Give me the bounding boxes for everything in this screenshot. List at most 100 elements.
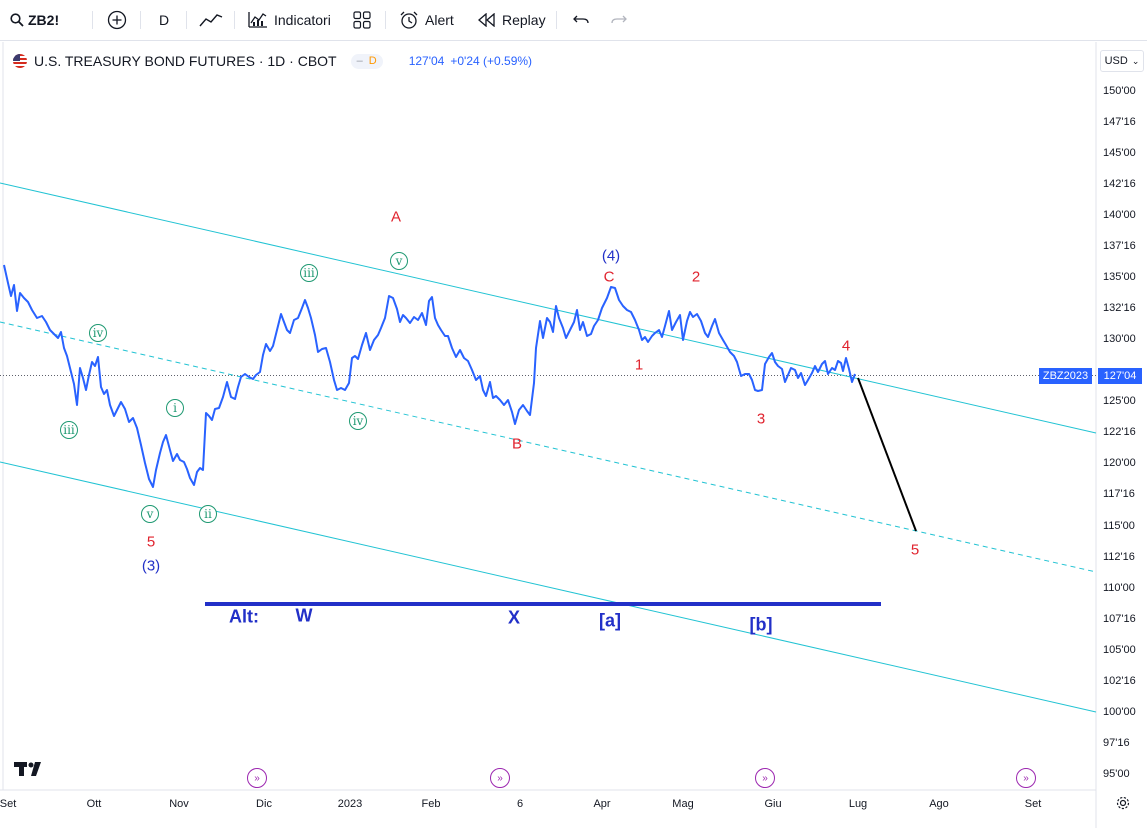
toolbar-divider [140, 11, 141, 29]
interval-button[interactable]: D [159, 0, 169, 40]
compare-button[interactable] [107, 0, 127, 40]
wave-label-B: B [511, 435, 523, 453]
price-axis-label: 97'16 [1103, 737, 1130, 749]
wave-circle-iii-top: iii [300, 264, 318, 282]
price-axis-label: 135'00 [1103, 271, 1136, 283]
wave-label-5-left: 5 [146, 533, 156, 551]
wave-circle-i: i [166, 399, 184, 417]
chart-legend: U.S. TREASURY BOND FUTURES · 1D · CBOT –… [12, 51, 532, 71]
price-axis-label: 132'16 [1103, 302, 1136, 314]
wave-circle-v-low: v [141, 505, 159, 523]
rewind-icon [478, 13, 495, 27]
wave-circle-iv-left: iv [89, 324, 107, 342]
plus-circle-icon [107, 10, 127, 30]
gear-icon[interactable] [1116, 796, 1130, 810]
wave-circle-iv-mid: iv [349, 412, 367, 430]
price-axis-label: 150'00 [1103, 85, 1136, 97]
wave-label-4: 4 [841, 337, 851, 355]
price-axis-label: 100'00 [1103, 706, 1136, 718]
time-axis-label: Lug [848, 798, 868, 810]
current-price-tag: 127'04 [1098, 368, 1142, 384]
wave-label-2: 2 [691, 268, 701, 286]
redo-button[interactable] [610, 0, 628, 40]
price-axis-label: 125'00 [1103, 395, 1136, 407]
indicators-button[interactable]: Indicatori [248, 0, 331, 40]
us-flag-icon [13, 54, 27, 68]
replay-label: Replay [502, 12, 546, 28]
time-axis-label: Set [1024, 798, 1042, 810]
symbol-label: ZB2! [28, 12, 60, 28]
alarm-clock-icon [400, 11, 418, 29]
price-axis-label: 102'16 [1103, 675, 1136, 687]
top-toolbar: ZB2! D Indicatori Alert Replay [0, 0, 1147, 41]
toolbar-divider [92, 11, 93, 29]
chart-canvas[interactable] [0, 42, 1147, 828]
alt-label-b: [b] [749, 614, 773, 635]
wave-label-A: A [390, 208, 402, 226]
undo-icon [573, 15, 589, 24]
interval-label: D [159, 12, 170, 28]
chevron-down-icon: ⌄ [1131, 55, 1140, 66]
wave-label-C: C [603, 268, 615, 286]
line-chart-icon [199, 14, 223, 27]
wave-label-3-paren: (3) [141, 557, 161, 575]
symbol-price-tag: ZBZ2023 [1039, 368, 1092, 384]
alert-button[interactable]: Alert [399, 0, 454, 40]
delayed-badge-label: D [368, 55, 377, 67]
price-line [3, 264, 856, 488]
alt-label-X: X [507, 607, 521, 628]
wave-circle-iii-left: iii [60, 421, 78, 439]
tradingview-logo[interactable] [14, 760, 46, 778]
wave-label-1: 1 [634, 356, 644, 374]
event-marker[interactable]: » [1016, 768, 1036, 788]
layouts-button[interactable] [353, 0, 371, 40]
event-marker[interactable]: » [755, 768, 775, 788]
redo-icon [611, 15, 627, 24]
currency-selector[interactable]: USD ⌄ [1100, 50, 1144, 72]
price-axis-label: 142'16 [1103, 178, 1136, 190]
price-tag-symbol: ZBZ2023 [1042, 370, 1089, 382]
grid-icon [353, 11, 371, 29]
wave-label-3: 3 [756, 410, 766, 428]
dash-icon: – [356, 55, 363, 67]
time-axis-label: Dic [256, 798, 272, 810]
legend-change: +0'24 (+0.59%) [450, 54, 533, 68]
toolbar-divider [186, 11, 187, 29]
time-axis-label: Mag [672, 798, 694, 810]
event-marker[interactable]: » [490, 768, 510, 788]
symbol-title[interactable]: U.S. TREASURY BOND FUTURES · 1D · CBOT [34, 53, 337, 69]
toolbar-divider [234, 11, 235, 29]
chart-type-button[interactable] [199, 0, 223, 40]
toolbar-divider [556, 11, 557, 29]
price-axis-label: 122'16 [1103, 426, 1136, 438]
price-axis-label: 95'00 [1103, 768, 1130, 780]
wave-circle-v-top: v [390, 252, 408, 270]
price-axis-label: 147'16 [1103, 116, 1136, 128]
price-axis-label: 130'00 [1103, 333, 1136, 345]
price-axis-label: 105'00 [1103, 644, 1136, 656]
time-axis-label: Set [0, 798, 17, 810]
replay-button[interactable]: Replay [478, 0, 546, 40]
price-axis-label: 140'00 [1103, 209, 1136, 221]
projection-line [857, 377, 917, 532]
wave-circle-ii: ii [199, 505, 217, 523]
time-axis-label: Feb [421, 798, 441, 810]
undo-button[interactable] [572, 0, 590, 40]
channel-upper-line [0, 182, 1097, 434]
status-badge: – D [350, 53, 383, 69]
toolbar-divider [385, 11, 386, 29]
indicators-label: Indicatori [274, 12, 331, 28]
alt-label-a: [a] [599, 610, 621, 631]
price-axis-label: 117'16 [1103, 488, 1135, 500]
time-axis-label: 2023 [337, 798, 363, 810]
time-axis-label: Giu [764, 798, 782, 810]
time-axis-label: 6 [516, 798, 524, 810]
search-icon [10, 13, 24, 27]
price-axis-label: 120'00 [1103, 457, 1136, 469]
symbol-search-button[interactable]: ZB2! [10, 0, 59, 40]
time-axis-label: Apr [593, 798, 611, 810]
price-axis-label: 145'00 [1103, 147, 1136, 159]
event-marker[interactable]: » [247, 768, 267, 788]
alt-label-W: W [295, 605, 313, 626]
currency-label: USD [1104, 55, 1128, 67]
